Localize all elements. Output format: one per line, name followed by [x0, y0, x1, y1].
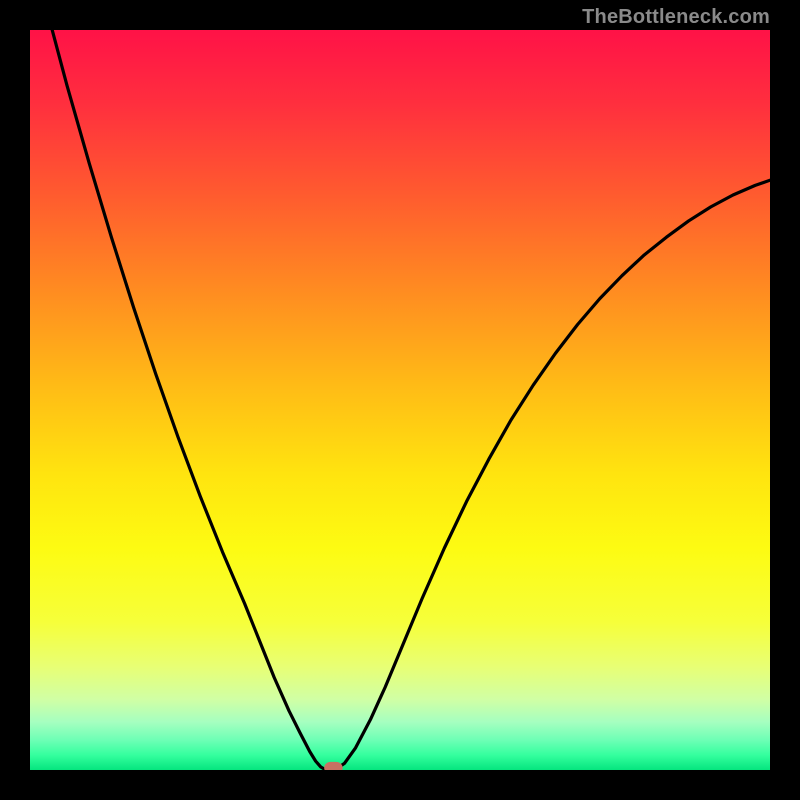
optimal-point — [324, 762, 343, 770]
plot-svg — [30, 30, 770, 770]
plot-area — [30, 30, 770, 770]
watermark-text: TheBottleneck.com — [582, 6, 770, 29]
gradient-background — [30, 30, 770, 770]
chart-frame: TheBottleneck.com — [0, 0, 800, 800]
